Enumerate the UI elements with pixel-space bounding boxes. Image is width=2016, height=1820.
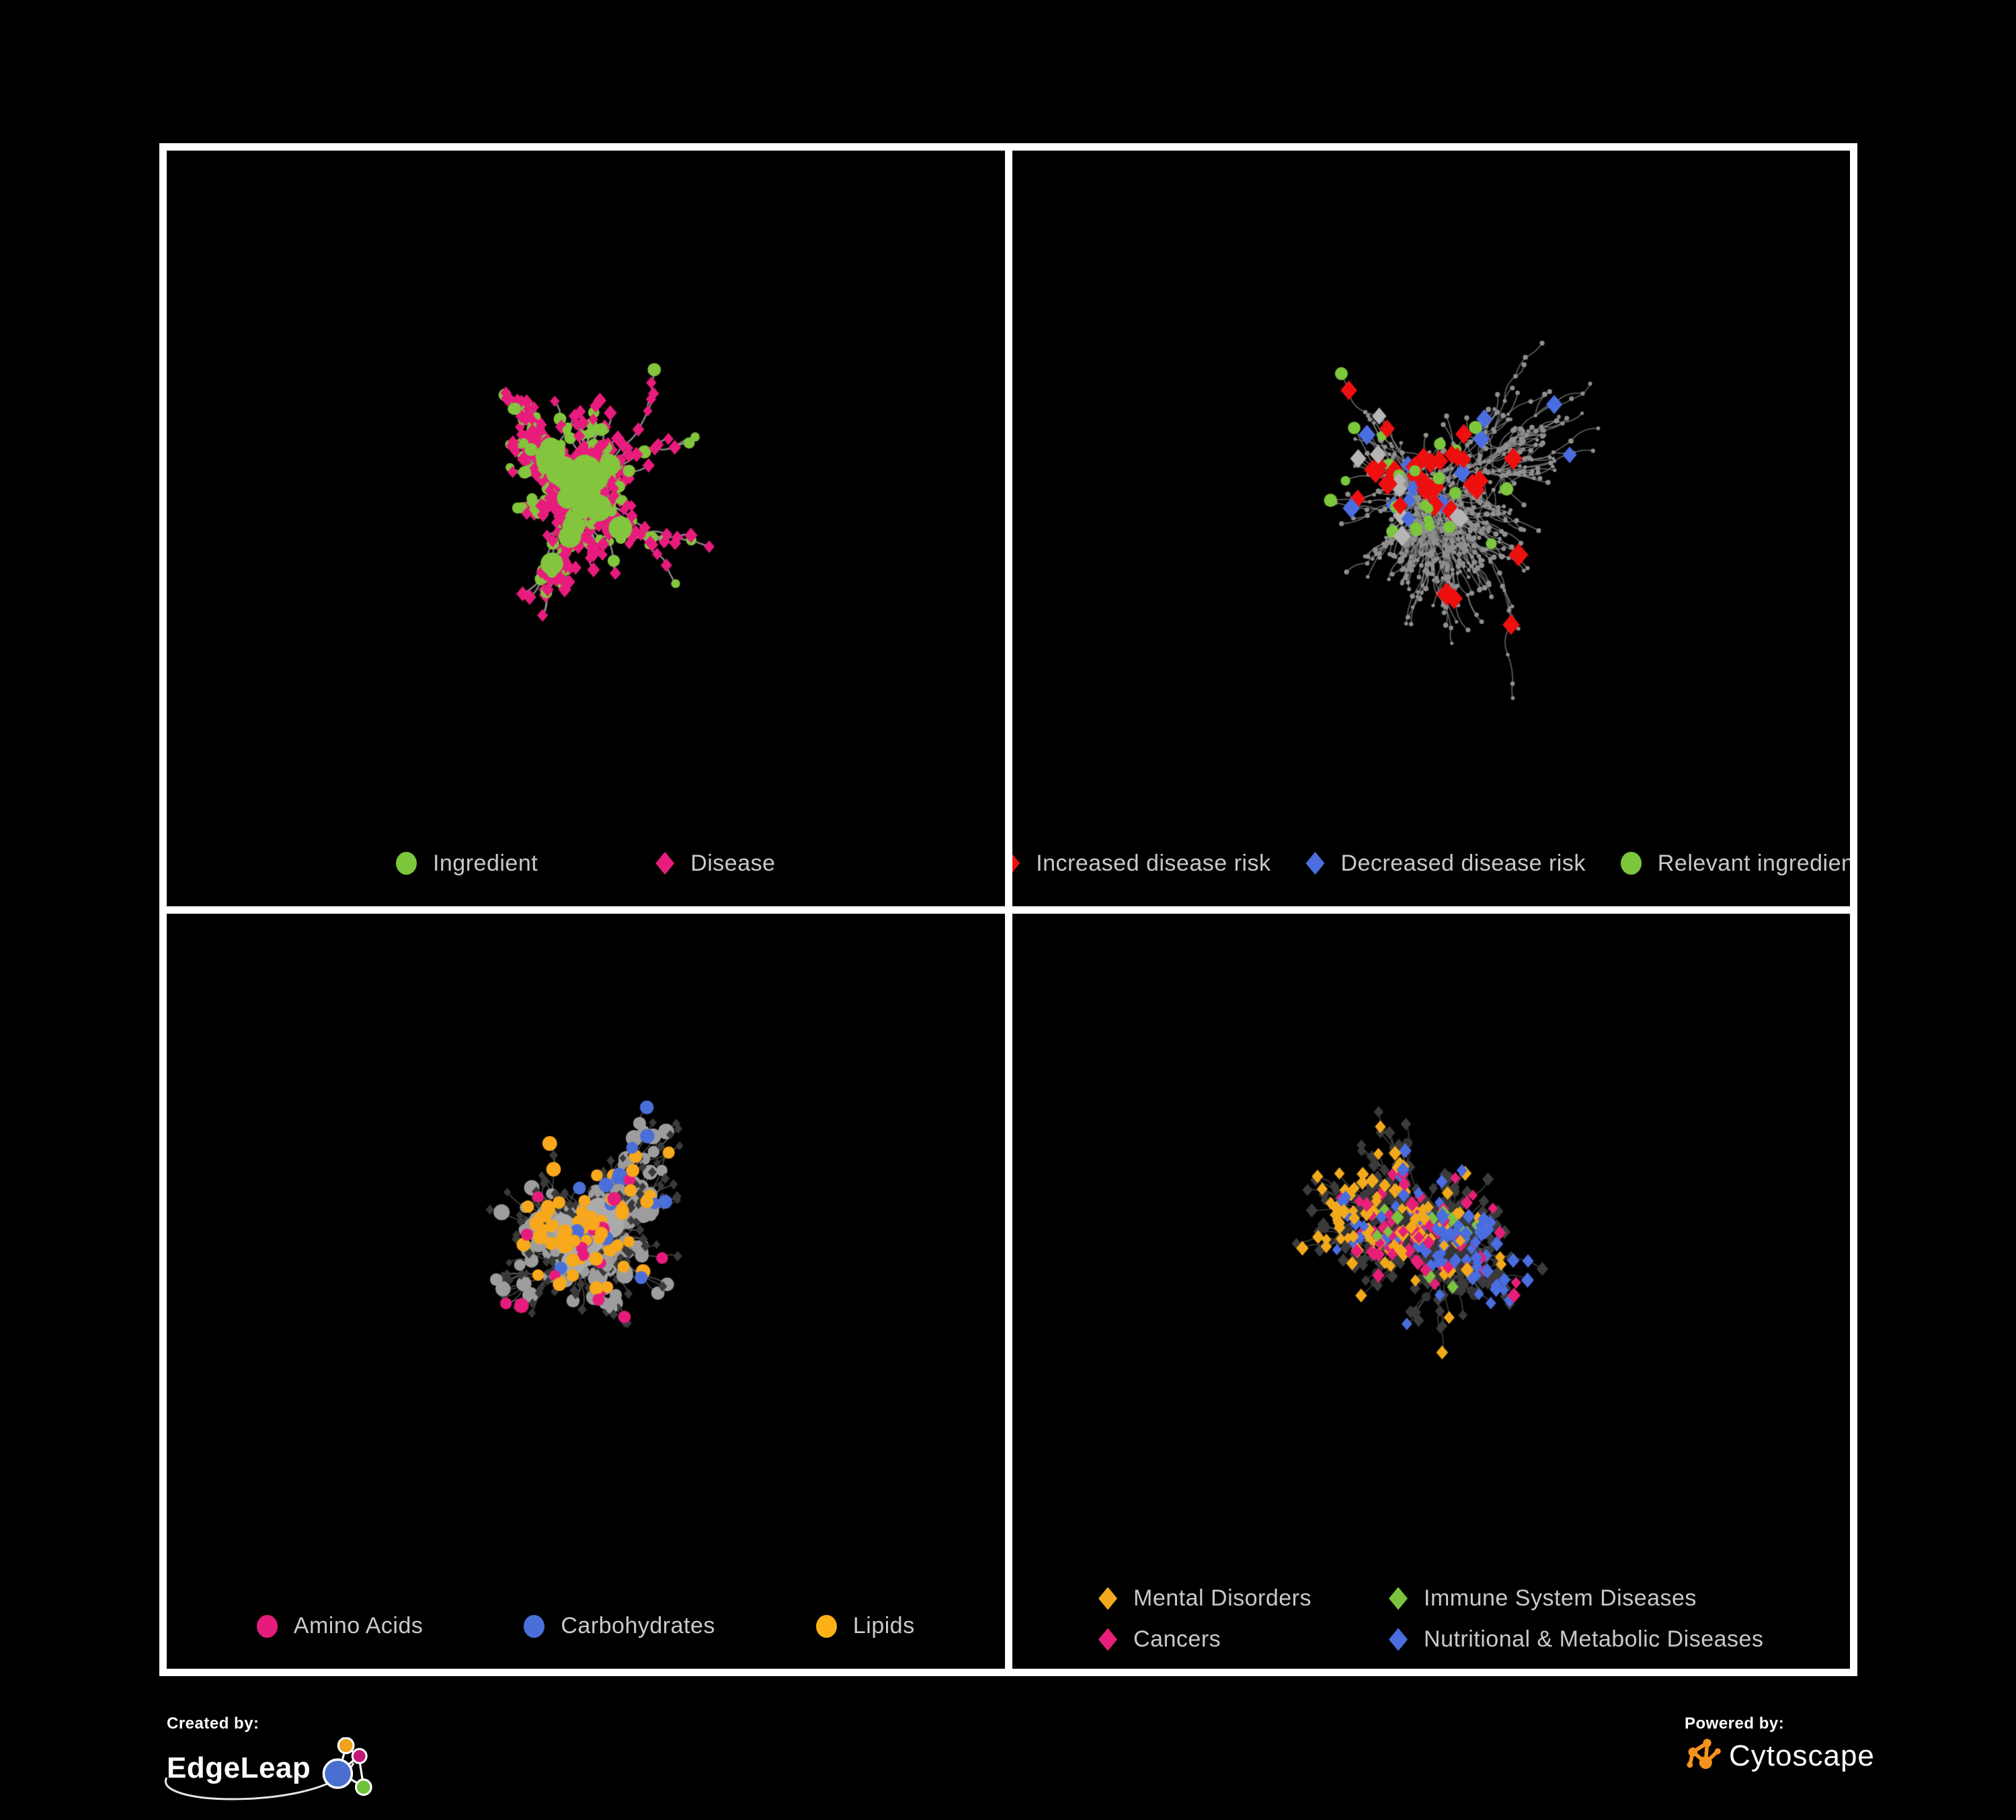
amino-acids-circle-swatch-icon xyxy=(256,1614,278,1638)
legend-label: Decreased disease risk xyxy=(1340,850,1586,876)
legend-item-disease: Disease xyxy=(655,850,775,877)
disease-diamond-swatch-icon xyxy=(655,852,675,875)
legend-label: Carbohydrates xyxy=(561,1613,715,1638)
disease-classes-network-canvas xyxy=(1012,913,1850,1669)
disease-risk-network-canvas xyxy=(1012,151,1850,906)
immune-system-diseases-diamond-swatch-icon xyxy=(1389,1587,1408,1610)
nutrient-classes-network-canvas xyxy=(167,913,1005,1669)
legend-label: Relevant ingredient xyxy=(1657,850,1850,876)
ingredient-disease-network-canvas xyxy=(167,151,1005,906)
legend-item-amino-acids: Amino Acids xyxy=(256,1613,424,1639)
edgeleap-wordmark: EdgeLeap xyxy=(167,1751,311,1784)
legend-label: Disease xyxy=(690,850,776,876)
increased-disease-risk-diamond-swatch-icon xyxy=(1012,852,1020,875)
edgeleap-logo-icon xyxy=(322,1737,372,1796)
legend-item-cancers: Cancers xyxy=(1098,1626,1312,1653)
network-panel-ingredient-disease: Ingredient Disease xyxy=(167,151,1005,906)
cancers-diamond-swatch-icon xyxy=(1098,1628,1118,1651)
ingredient-disease-legend: Ingredient Disease xyxy=(167,850,1005,877)
legend-label: Cancers xyxy=(1133,1626,1221,1652)
legend-item-relevant-ingredient: Relevant ingredient xyxy=(1620,850,1850,877)
panels-grid: Ingredient Disease Increased disease risk… xyxy=(159,143,1857,1676)
lipids-circle-swatch-icon xyxy=(815,1614,837,1638)
nutritional-metabolic-diseases-diamond-swatch-icon xyxy=(1389,1628,1408,1651)
legend-item-increased-disease-risk: Increased disease risk xyxy=(1012,850,1271,877)
legend-item-ingredient: Ingredient xyxy=(395,850,538,877)
nutrient-classes-legend: Amino Acids Carbohydrates Lipids xyxy=(167,1613,1005,1639)
legend-item-nutritional-metabolic-diseases: Nutritional & Metabolic Diseases xyxy=(1389,1626,1763,1653)
powered-by-label: Powered by: xyxy=(1685,1714,1785,1733)
decreased-disease-risk-diamond-swatch-icon xyxy=(1305,852,1325,875)
network-panel-disease-risk: Increased disease risk Decreased disease … xyxy=(1012,151,1850,906)
legend-item-mental-disorders: Mental Disorders xyxy=(1098,1585,1312,1612)
disease-risk-legend: Increased disease risk Decreased disease … xyxy=(1012,850,1850,877)
legend-label: Immune System Diseases xyxy=(1424,1585,1697,1611)
legend-label: Mental Disorders xyxy=(1133,1585,1312,1611)
created-by-label: Created by: xyxy=(167,1714,259,1733)
ingredient-circle-swatch-icon xyxy=(395,852,417,875)
legend-label: Increased disease risk xyxy=(1036,850,1271,876)
legend-item-carbohydrates: Carbohydrates xyxy=(524,1613,715,1639)
edgeleap-brand-row: EdgeLeap xyxy=(164,1736,376,1801)
legend-item-lipids: Lipids xyxy=(815,1613,915,1639)
cytoscape-logo-icon xyxy=(1687,1739,1721,1770)
legend-item-decreased-disease-risk: Decreased disease risk xyxy=(1305,850,1585,877)
network-panel-disease-classes: Mental Disorders Immune System Diseases Ca… xyxy=(1012,913,1850,1669)
network-panel-nutrient-classes: Amino Acids Carbohydrates Lipids xyxy=(167,913,1005,1669)
created-by-block: Created by: EdgeLeap xyxy=(164,1714,376,1801)
legend-label: Nutritional & Metabolic Diseases xyxy=(1424,1626,1764,1652)
cytoscape-brand-row: Cytoscape xyxy=(1685,1736,1875,1776)
powered-by-block: Powered by: Cytoscape xyxy=(1685,1714,1875,1776)
legend-label: Amino Acids xyxy=(293,1613,424,1638)
carbohydrates-circle-swatch-icon xyxy=(524,1614,545,1638)
disease-classes-legend: Mental Disorders Immune System Diseases Ca… xyxy=(1098,1585,1763,1653)
mental-disorders-diamond-swatch-icon xyxy=(1098,1587,1118,1610)
relevant-ingredient-circle-swatch-icon xyxy=(1620,852,1642,875)
legend-item-immune-system-diseases: Immune System Diseases xyxy=(1389,1585,1763,1612)
legend-label: Lipids xyxy=(852,1613,915,1638)
cytoscape-wordmark: Cytoscape xyxy=(1729,1739,1875,1772)
legend-label: Ingredient xyxy=(432,850,538,876)
